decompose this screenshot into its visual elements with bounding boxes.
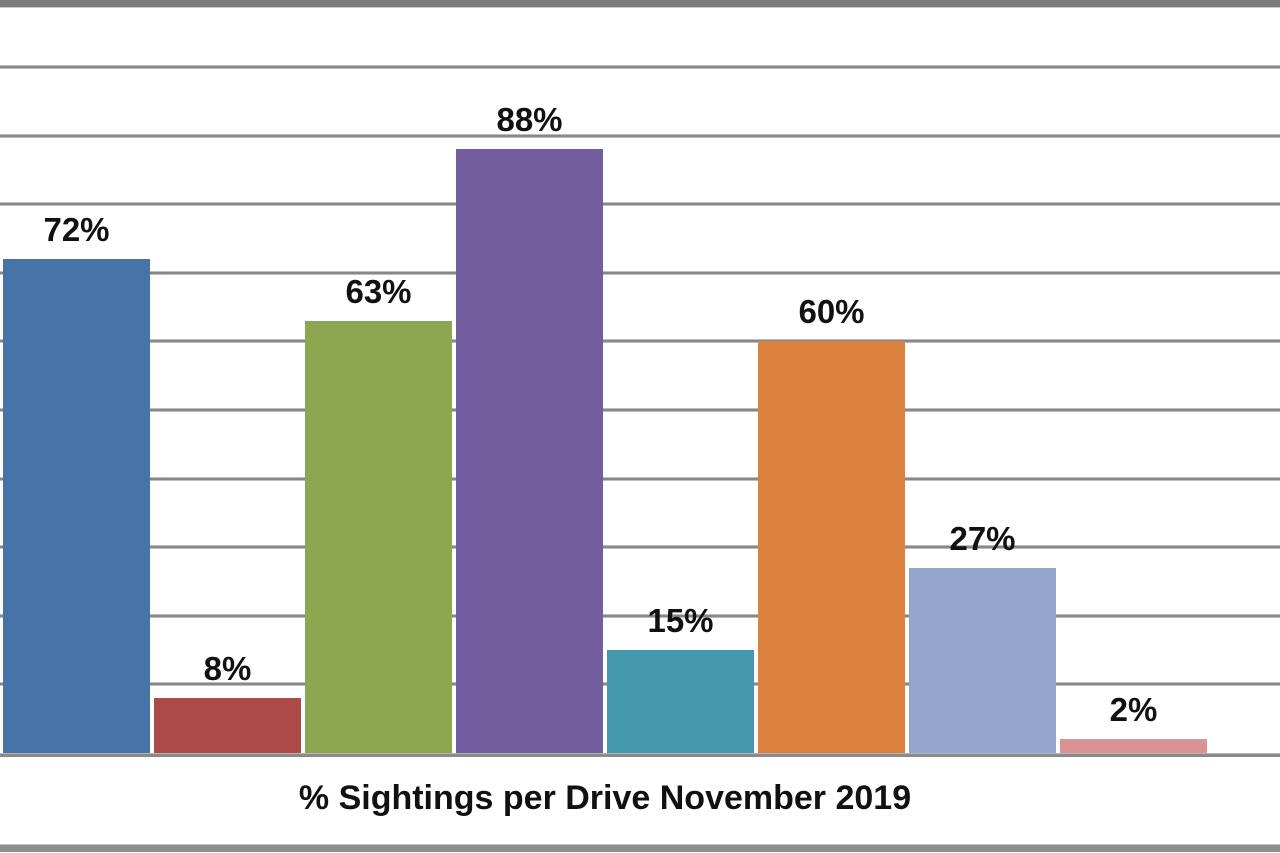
chart-top-border [0,0,1280,8]
bar-value-label: 8% [203,650,252,687]
gridline [0,65,1280,69]
plot-area: 72% 8% 63% 88% 15% 60% 27% 2% [0,7,1280,757]
bar-value-label: 60% [798,293,865,330]
gridline [0,134,1280,138]
bar [758,341,905,753]
bar [154,698,301,753]
bar [305,321,452,753]
chart-bottom-border [0,844,1280,852]
gridline [0,408,1280,412]
gridline [0,271,1280,275]
bar-value-label: 15% [647,602,714,639]
gridline [0,202,1280,206]
bar-value-label: 63% [345,273,412,310]
bar-value-label: 88% [496,101,563,138]
gridline [0,477,1280,481]
bar-value-label: 27% [949,520,1016,557]
gridline [0,614,1280,618]
gridline [0,339,1280,343]
bar-value-label: 2% [1109,691,1158,728]
gridline [0,545,1280,549]
bar [1060,739,1207,753]
bar [607,650,754,753]
bar-value-label: 72% [43,211,110,248]
bar [3,259,150,753]
bar [456,149,603,753]
x-axis-line [0,753,1280,757]
bar [909,568,1056,753]
axis-title: % Sightings per Drive November 2019 [298,779,912,817]
